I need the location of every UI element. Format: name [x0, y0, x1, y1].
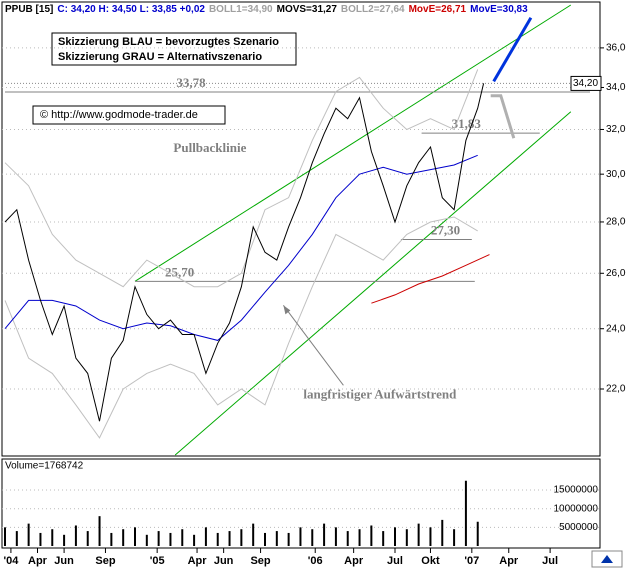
level-label: 33,78: [176, 75, 206, 90]
y-tick-label: 32,00: [606, 124, 626, 135]
y-tick-label: 30,00: [606, 169, 626, 180]
header-item: MovE=26,71: [409, 4, 467, 15]
level-label: 25,70: [165, 264, 194, 279]
series-line: [4, 154, 478, 341]
x-tick-label: '04: [3, 555, 19, 567]
x-tick-label: Apr: [28, 555, 48, 567]
y-tick-label: 28,00: [606, 217, 626, 228]
x-tick-label: Apr: [344, 555, 364, 567]
x-tick-label: Jun: [54, 555, 74, 567]
annotation-arrowhead: [283, 305, 291, 315]
last-price-label: 34,20: [573, 78, 598, 89]
annotation: Pullbacklinie: [173, 140, 246, 155]
header-item: BOLL1=34,90: [209, 4, 273, 15]
trend-line: [174, 111, 572, 456]
scenario: [490, 94, 516, 139]
volume-tick-label: 5000000: [559, 522, 598, 533]
x-tick-label: Jun: [214, 555, 234, 567]
copyright-box: [32, 105, 226, 125]
x-tick-label: Sep: [95, 555, 115, 567]
x-tick-label: '06: [308, 555, 323, 567]
series-line: [4, 69, 479, 288]
level-label: 27,30: [431, 222, 460, 237]
header-item: MOVS=31,27: [277, 4, 338, 15]
price-panel: [1, 1, 601, 457]
volume-tick-label: 15000000: [554, 485, 599, 496]
y-tick-label: 36,00: [606, 43, 626, 54]
last-price-box: [570, 75, 602, 91]
x-tick-label: Jul: [542, 555, 558, 567]
x-tick-label: Okt: [421, 555, 440, 567]
x-tick-label: Sep: [250, 555, 270, 567]
icon-arrow: [601, 555, 613, 563]
note: Skizzierung GRAU = Alternativszenario: [58, 51, 262, 63]
scenario: [492, 17, 533, 83]
y-tick-label: 22,00: [606, 384, 626, 395]
annotation: langfristiger Aufwärtstrend: [303, 386, 457, 401]
series-line: [371, 254, 490, 304]
annotation-arrow: [283, 305, 344, 386]
header: PPUB [15] C: 34,20 H: 34,50 L: 33,85 +0,0…: [5, 4, 528, 15]
series-line: [4, 216, 478, 439]
header-item: C: 34,20 H: 34,50 L: 33,85 +0,02: [57, 4, 205, 15]
volume-panel: [1, 458, 601, 549]
volume-label: Volume=1768742: [5, 461, 84, 472]
x-tick-label: '07: [464, 555, 479, 567]
y-tick-label: 34,00: [606, 82, 626, 93]
copyright: © http://www.godmode-trader.de: [40, 109, 198, 121]
series-line: [4, 83, 485, 422]
y-tick-label: 24,00: [606, 323, 626, 334]
trend-line: [134, 4, 572, 282]
x-tick-label: Apr: [499, 555, 519, 567]
header-item: BOLL2=27,64: [341, 4, 405, 15]
x-tick-label: '05: [150, 555, 165, 567]
x-tick-label: Apr: [188, 555, 208, 567]
header-item: PPUB [15]: [5, 4, 53, 15]
volume-tick-label: 10000000: [554, 503, 599, 514]
note: Skizzierung BLAU = bevorzugtes Szenario: [58, 36, 279, 48]
y-tick-label: 26,00: [606, 268, 626, 279]
note-box: [51, 32, 297, 66]
x-tick-label: Jul: [387, 555, 403, 567]
header-item: MovE=30,83: [470, 4, 528, 15]
